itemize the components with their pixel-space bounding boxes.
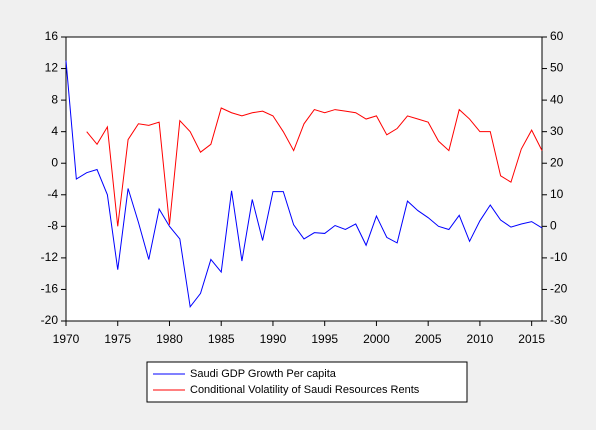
x-tick-label: 1985 xyxy=(208,332,235,346)
x-tick-label: 1990 xyxy=(260,332,287,346)
y-tick-label: -4 xyxy=(47,187,58,201)
y-tick-label: 4 xyxy=(51,124,58,138)
plot-area xyxy=(65,36,543,322)
y2-tick-label: 0 xyxy=(550,219,557,233)
y-tick-label: 16 xyxy=(45,29,59,43)
y2-tick-label: 50 xyxy=(550,61,564,75)
legend-label: Conditional Volatility of Saudi Resource… xyxy=(190,384,420,396)
x-tick-label: 1995 xyxy=(311,332,338,346)
legend: Saudi GDP Growth Per capita Conditional V… xyxy=(146,361,468,403)
x-tick-label: 2005 xyxy=(415,332,442,346)
y-tick-label: -12 xyxy=(41,250,59,264)
legend-label: Saudi GDP Growth Per capita xyxy=(190,368,337,380)
x-tick-label: 2015 xyxy=(518,332,545,346)
y2-tick-label: 40 xyxy=(550,92,564,106)
y2-tick-label: 20 xyxy=(550,155,564,169)
y-tick-label: -8 xyxy=(47,219,58,233)
y-tick-label: -16 xyxy=(41,282,59,296)
y-tick-label: -20 xyxy=(41,313,59,327)
y2-tick-label: 60 xyxy=(550,29,564,43)
y-tick-label: 0 xyxy=(51,155,58,169)
y2-tick-label: -30 xyxy=(550,313,568,327)
x-tick-label: 1970 xyxy=(53,332,80,346)
y-tick-label: 8 xyxy=(51,92,58,106)
x-tick-label: 1980 xyxy=(156,332,183,346)
series-line xyxy=(65,60,543,309)
y2-tick-label: -20 xyxy=(550,282,568,296)
x-tick-label: 2000 xyxy=(363,332,390,346)
y2-tick-label: -10 xyxy=(550,250,568,264)
y-tick-label: 12 xyxy=(45,61,59,75)
series-line xyxy=(86,107,543,227)
x-tick-label: 1975 xyxy=(104,332,131,346)
legend-box xyxy=(146,361,468,403)
x-tick-label: 2010 xyxy=(467,332,494,346)
y2-tick-label: 30 xyxy=(550,124,564,138)
y2-tick-label: 10 xyxy=(550,187,564,201)
